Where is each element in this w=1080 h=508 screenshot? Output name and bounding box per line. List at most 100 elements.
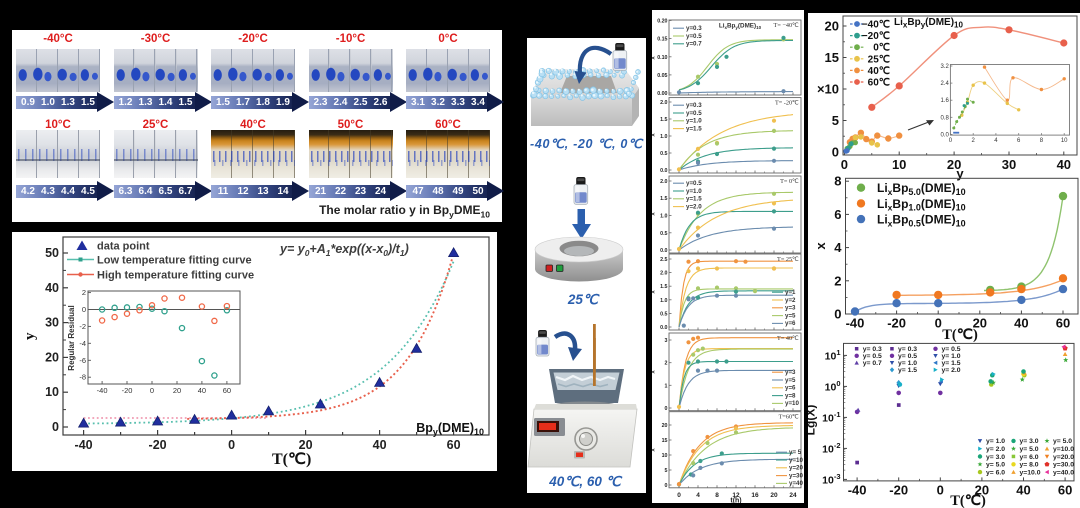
svg-text:1.0: 1.0 [660,298,667,304]
svg-text:30: 30 [1002,157,1016,172]
svg-text:y= 0.5: y= 0.5 [942,346,961,353]
svg-text:20: 20 [299,438,313,452]
svg-text:20: 20 [45,350,59,364]
svg-text:y=3: y=3 [785,305,796,312]
svg-text:y=0.3: y=0.3 [686,25,702,32]
svg-text:0: 0 [665,483,668,489]
svg-text:-8: -8 [79,373,86,382]
svg-text:0: 0 [665,406,668,412]
svg-text:-2: -2 [79,322,86,331]
svg-text:y=5: y=5 [785,377,796,384]
svg-text:0.0: 0.0 [660,325,667,331]
svg-text:15: 15 [662,438,668,444]
svg-text:y= 1.0: y= 1.0 [986,438,1005,445]
svg-text:y= 5.0: y= 5.0 [1053,438,1072,445]
svg-text:1.5: 1.5 [660,196,667,202]
svg-text:0.5: 0.5 [660,311,667,317]
svg-text:40: 40 [373,438,387,452]
svg-text:20: 20 [825,19,839,34]
svg-text:Regular Residual: Regular Residual [67,305,76,370]
svg-text:0.0: 0.0 [660,168,667,174]
svg-text:10-3: 10-3 [822,472,840,487]
svg-text:0.05: 0.05 [657,73,667,79]
svg-text:y= 3.0: y= 3.0 [986,454,1005,461]
svg-text:y= 3.0: y= 3.0 [1020,438,1039,445]
svg-text:x: x [652,133,657,137]
svg-text:y=1: y=1 [785,289,796,296]
svg-text:0.0: 0.0 [941,132,950,138]
svg-text:60: 60 [1056,316,1070,331]
svg-text:60: 60 [223,386,231,395]
svg-text:-40: -40 [846,316,865,331]
svg-text:y= 1.0: y= 1.0 [942,353,961,360]
svg-text:20: 20 [662,423,668,429]
svg-text:10: 10 [662,453,668,459]
svg-text:60℃: 60℃ [868,78,890,89]
svg-text:y= 5.0: y= 5.0 [986,462,1005,469]
svg-text:y= 0.3: y= 0.3 [863,346,882,353]
svg-text:T(℃): T(℃) [272,451,311,468]
svg-text:60: 60 [447,438,461,452]
svg-text:0: 0 [228,438,235,452]
svg-text:y=0.7: y=0.7 [686,41,702,48]
svg-text:0: 0 [150,386,154,395]
svg-text:20: 20 [973,316,987,331]
svg-text:T= -20℃: T= -20℃ [775,100,799,107]
svg-text:-20: -20 [887,316,906,331]
svg-text:3.2: 3.2 [941,64,950,70]
svg-text:0.15: 0.15 [657,37,667,43]
svg-text:20: 20 [770,492,778,499]
svg-text:24: 24 [789,492,797,499]
svg-text:y=2.0: y=2.0 [686,203,702,210]
svg-text:y=3: y=3 [785,369,796,376]
svg-text:y= 6.0: y= 6.0 [1020,454,1039,461]
svg-text:x: x [652,56,657,60]
svg-text:x: x [652,212,657,216]
svg-text:6: 6 [1017,138,1021,144]
svg-text:0: 0 [949,138,953,144]
svg-text:0: 0 [935,316,942,331]
svg-text:100: 100 [825,379,841,394]
svg-text:y=40: y=40 [789,480,803,487]
svg-text:8: 8 [1040,138,1044,144]
svg-text:6: 6 [834,207,841,222]
svg-text:25℃: 25℃ [868,54,890,65]
svg-text:-40℃, -20 ℃, 0℃: -40℃, -20 ℃, 0℃ [530,137,644,151]
svg-text:2.4: 2.4 [941,81,950,87]
svg-text:20: 20 [975,482,989,497]
svg-text:Low temperature fitting curve: Low temperature fitting curve [97,255,252,267]
svg-text:T= 40℃: T= 40℃ [777,335,799,342]
svg-text:15: 15 [825,50,839,65]
svg-text:40: 40 [198,386,206,395]
svg-text:0: 0 [52,420,59,434]
svg-text:0: 0 [937,482,944,497]
svg-text:y=0.5: y=0.5 [686,180,702,187]
svg-text:t(h): t(h) [730,498,741,504]
svg-text:40: 40 [1057,157,1071,172]
svg-text:x: x [652,448,657,452]
svg-text:y=10: y=10 [789,457,803,464]
svg-text:y=20.0: y=20.0 [1053,454,1074,461]
svg-text:2.0: 2.0 [660,271,667,277]
svg-text:y=20: y=20 [789,465,803,472]
svg-text:2.0: 2.0 [660,179,667,185]
svg-text:y=1.5: y=1.5 [686,196,702,203]
svg-text:1: 1 [665,383,668,389]
svg-text:30: 30 [45,316,59,330]
svg-text:40℃: 40℃ [868,66,890,77]
svg-text:20: 20 [173,386,181,395]
svg-text:60: 60 [1058,482,1072,497]
svg-text:0: 0 [677,492,681,499]
svg-text:0.0: 0.0 [660,248,667,254]
svg-text:2.5: 2.5 [660,257,667,263]
svg-text:2: 2 [665,361,668,367]
svg-text:y= 6.0: y= 6.0 [986,469,1005,476]
svg-text:y=8: y=8 [785,392,796,399]
svg-text:10-2: 10-2 [822,441,840,456]
svg-text:5: 5 [665,468,668,474]
svg-text:10-1: 10-1 [822,410,840,425]
svg-text:20: 20 [947,157,961,172]
svg-text:1.5: 1.5 [660,284,667,290]
svg-text:y= 8.0: y= 8.0 [1020,462,1039,469]
svg-text:Lg(X): Lg(X) [808,405,818,436]
